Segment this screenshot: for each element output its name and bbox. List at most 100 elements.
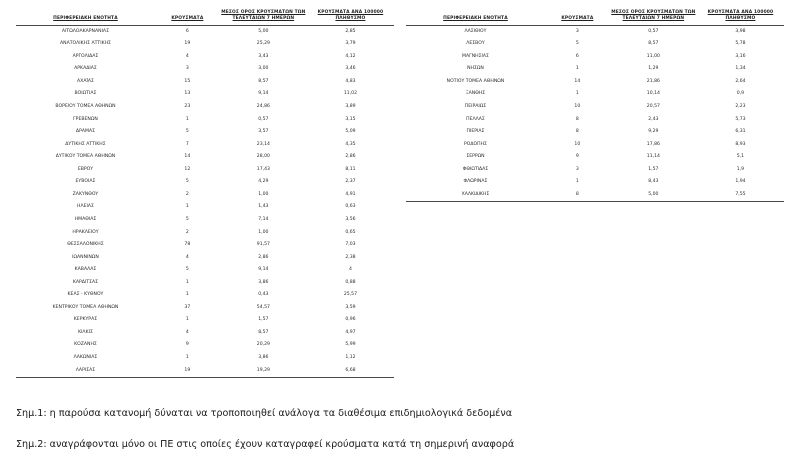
cell-per100k: 4,12 [345, 53, 356, 59]
cell-avg7: 8,57 [258, 329, 269, 335]
cell-avg7: 10,14 [646, 91, 660, 97]
cell-cases: 1 [575, 66, 579, 72]
header-avg7-line1: ΜΕΣΟΣ ΟΡΟΣ ΚΡΟΥΣΜΑΤΩΝ ΤΩΝ [221, 10, 306, 15]
header-region-label: ΠΕΡΙΦΕΡΕΙΑΚΗ ΕΝΟΤΗΤΑ [53, 16, 118, 22]
cell-cases: 8 [544, 188, 610, 203]
cell-avg7: 11,00 [646, 53, 660, 59]
table-row: ΑΙΤΩΛΟΑΚΑΡΝΑΝΙΑΣ 6 5,00 2,85 [16, 25, 394, 38]
cell-region: ΧΑΛΚΙΔΙΚΗΣ [406, 188, 545, 203]
cell-region: ΗΛΕΙΑΣ [77, 204, 94, 210]
cell-cases: 1 [185, 354, 189, 360]
cell-avg7: 25,29 [256, 41, 270, 47]
cell-avg7: 5,00 [258, 28, 269, 34]
table-row: ΑΧΑΪΑΣ 15 8,57 4,83 [16, 76, 394, 89]
left-table-block: ΠΕΡΙΦΕΡΕΙΑΚΗ ΕΝΟΤΗΤΑ ΚΡΟΥΣΜΑΤΑ ΜΕΣΟΣ ΟΡΟ… [16, 10, 394, 379]
table-row: ΚΑΡΔΙΤΣΑΣ 1 3,86 0,88 [16, 277, 394, 290]
table-row: ΔΥΤΙΚΟΥ ΤΟΜΕΑ ΑΘΗΝΩΝ 14 28,00 2,86 [16, 151, 394, 164]
header-per100k: ΚΡΟΥΣΜΑΤΑ ΑΝΑ 100000 ΠΛΗΘΥΣΜΟ [306, 10, 394, 26]
header-avg7-line2: ΤΕΛΕΥΤΑΙΩΝ 7 ΗΜΕΡΩΝ [232, 16, 295, 22]
cell-region: ΡΟΔΟΠΗΣ [463, 141, 487, 147]
cell-cases: 14 [574, 78, 581, 84]
table-row: ΠΙΕΡΙΑΣ 8 9,29 6,31 [406, 126, 784, 139]
cell-per100k: 3,59 [345, 304, 356, 310]
cell-region: ΣΕΡΡΩΝ [466, 154, 485, 160]
table-row: ΕΒΡΟΥ 12 17,43 8,11 [16, 164, 394, 177]
cell-avg7: 23,14 [256, 141, 270, 147]
cell-region: ΔΡΑΜΑΣ [75, 129, 95, 135]
notes-section: Σημ.1: η παρούσα κατανομή δύναται να τρο… [16, 408, 776, 452]
cell-avg7: 1,57 [648, 166, 659, 172]
cell-avg7: 1,00 [258, 191, 269, 197]
table-row: ΘΕΣΣΑΛΟΝΙΚΗΣ 78 91,57 7,03 [16, 239, 394, 252]
cell-avg7: 2,43 [648, 116, 659, 122]
cell-cases: 13 [184, 91, 191, 97]
cell-per100k: 5,09 [345, 129, 356, 135]
cell-per100k: 3,89 [345, 104, 356, 110]
header-row: ΠΕΡΙΦΕΡΕΙΑΚΗ ΕΝΟΤΗΤΑ ΚΡΟΥΣΜΑΤΑ ΜΕΣΟΣ ΟΡΟ… [16, 10, 394, 26]
cell-per100k: 4,97 [345, 329, 356, 335]
table-row: ΛΑΣΙΘΙΟΥ 3 0,57 3,98 [406, 25, 784, 38]
cell-cases: 1 [575, 179, 579, 185]
table-row: ΗΜΑΘΙΑΣ 5 7,14 3,56 [16, 214, 394, 227]
table-row: ΗΛΕΙΑΣ 1 1,43 0,63 [16, 201, 394, 214]
table-row: ΦΘΙΩΤΙΔΑΣ 3 1,57 1,9 [406, 164, 784, 177]
cell-cases: 7 [185, 141, 189, 147]
cell-per100k: 0,9 [736, 91, 745, 97]
cell-per100k: 6,31 [735, 129, 746, 135]
table-row: ΖΑΚΥΝΘΟΥ 2 1,00 4,91 [16, 189, 394, 202]
cell-per100k: 1,34 [735, 66, 746, 72]
cell-cases: 4 [185, 254, 189, 260]
header-avg7: ΜΕΣΟΣ ΟΡΟΣ ΚΡΟΥΣΜΑΤΩΝ ΤΩΝ ΤΕΛΕΥΤΑΙΩΝ 7 Η… [609, 10, 697, 26]
cell-region: ΜΑΓΝΗΣΙΑΣ [462, 53, 489, 59]
cell-region: ΞΑΝΘΗΣ [465, 91, 486, 97]
cell-region: ΑΧΑΪΑΣ [77, 78, 94, 84]
table-header-right: ΠΕΡΙΦΕΡΕΙΑΚΗ ΕΝΟΤΗΤΑ ΚΡΟΥΣΜΑΤΑ ΜΕΣΟΣ ΟΡΟ… [406, 10, 784, 26]
cell-cases: 1 [185, 279, 189, 285]
cell-cases: 9 [185, 342, 189, 348]
table-row: ΚΑΒΑΛΑΣ 5 9,14 4 [16, 264, 394, 277]
tables-container: ΠΕΡΙΦΕΡΕΙΑΚΗ ΕΝΟΤΗΤΑ ΚΡΟΥΣΜΑΤΑ ΜΕΣΟΣ ΟΡΟ… [16, 10, 784, 379]
cell-cases: 1 [185, 317, 189, 323]
cell-per100k: 1,12 [345, 354, 356, 360]
cell-cases: 10 [574, 104, 581, 110]
cell-cases: 10 [574, 141, 581, 147]
cell-cases: 5 [185, 179, 189, 185]
header-per100k-label: ΚΡΟΥΣΜΑΤΑ ΑΝΑ 100000 ΠΛΗΘΥΣΜΟ [317, 10, 384, 22]
cell-region: ΕΒΡΟΥ [77, 166, 94, 172]
table-row: ΜΑΓΝΗΣΙΑΣ 6 11,00 3,16 [406, 51, 784, 64]
cell-avg7: 0,43 [258, 292, 269, 298]
header-row: ΠΕΡΙΦΕΡΕΙΑΚΗ ΕΝΟΤΗΤΑ ΚΡΟΥΣΜΑΤΑ ΜΕΣΟΣ ΟΡΟ… [406, 10, 784, 26]
table-row: ΒΟΙΩΤΙΑΣ 13 9,14 11,02 [16, 88, 394, 101]
cell-cases: 19 [154, 364, 220, 379]
cell-avg7: 9,14 [258, 267, 269, 273]
cell-region: ΚΟΖΑΝΗΣ [74, 342, 97, 348]
cell-cases: 9 [575, 154, 579, 160]
cell-cases: 1 [185, 116, 189, 122]
cell-cases: 2 [185, 229, 189, 235]
cell-per100k: 0,65 [345, 229, 356, 235]
cell-per100k: 4,35 [345, 141, 356, 147]
cell-avg7: 3,57 [258, 129, 269, 135]
cases-table-right: ΠΕΡΙΦΕΡΕΙΑΚΗ ΕΝΟΤΗΤΑ ΚΡΟΥΣΜΑΤΑ ΜΕΣΟΣ ΟΡΟ… [406, 10, 784, 203]
cell-cases: 3 [575, 28, 579, 34]
table-row: ΔΡΑΜΑΣ 5 3,57 5,09 [16, 126, 394, 139]
cell-region: ΚΙΛΚΙΣ [78, 329, 93, 335]
cell-per100k: 0,88 [345, 279, 356, 285]
table-row: ΡΟΔΟΠΗΣ 10 17,86 8,93 [406, 139, 784, 152]
cell-region: ΔΥΤΙΚΟΥ ΤΟΜΕΑ ΑΘΗΝΩΝ [55, 154, 116, 160]
cell-per100k: 2,23 [735, 104, 746, 110]
cases-table-left: ΠΕΡΙΦΕΡΕΙΑΚΗ ΕΝΟΤΗΤΑ ΚΡΟΥΣΜΑΤΑ ΜΕΣΟΣ ΟΡΟ… [16, 10, 394, 379]
cell-per100k: 8,93 [735, 141, 746, 147]
cell-region: ΚΕΝΤΡΙΚΟΥ ΤΟΜΕΑ ΑΘΗΝΩΝ [52, 304, 119, 310]
table-row: ΚΕΝΤΡΙΚΟΥ ΤΟΜΕΑ ΑΘΗΝΩΝ 37 54,57 3,59 [16, 302, 394, 315]
cell-cases: 3 [575, 166, 579, 172]
table-row: ΠΕΛΛΑΣ 8 2,43 5,73 [406, 114, 784, 127]
cell-avg7: 21,86 [646, 78, 660, 84]
cell-region: ΚΑΒΑΛΑΣ [74, 267, 97, 273]
cell-per100k: 1,9 [736, 166, 745, 172]
cell-avg7: 19,29 [219, 364, 307, 379]
cell-cases: 23 [184, 104, 191, 110]
cell-avg7: 8,43 [648, 179, 659, 185]
cell-cases: 2 [185, 191, 189, 197]
cell-per100k: 3,46 [345, 66, 356, 72]
